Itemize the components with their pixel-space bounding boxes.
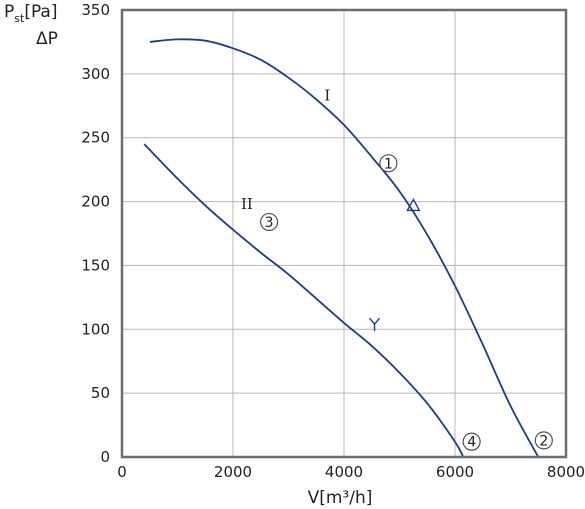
curve-layer [143, 38, 540, 458]
y-tick-label: 200 [81, 193, 110, 211]
triangle-marker [406, 197, 421, 212]
x-tick-label: 4000 [325, 463, 363, 481]
x-tick-label: 8000 [547, 463, 585, 481]
x-axis-title: V[m³/h] [308, 488, 373, 508]
point-marker-number-2: 2 [539, 433, 548, 449]
y-tick-label: 300 [81, 65, 110, 83]
curve-label-I: I [324, 87, 330, 105]
point-marker-number-4: 4 [467, 435, 476, 451]
y-tick-label: 350 [81, 1, 110, 19]
y-tick-label: 50 [91, 384, 110, 402]
y-shaped-marker [368, 317, 381, 332]
x-tick-label: 6000 [436, 463, 474, 481]
plot-frame [120, 8, 568, 459]
point-marker-circle-1 [379, 154, 398, 173]
curve-series-2 [143, 143, 465, 458]
y-tick-label: 0 [100, 448, 110, 466]
y-tick-label: 100 [81, 320, 110, 338]
y-tick-labels: 0 50 100 150 200 250 300 350 [81, 1, 110, 466]
x-tick-label: 2000 [214, 463, 252, 481]
x-tick-labels: 0 2000 4000 6000 8000 [117, 463, 585, 481]
y-tick-label: 250 [81, 129, 110, 147]
point-marker-number-3: 3 [265, 215, 274, 231]
point-marker-circle-4 [462, 432, 481, 451]
point-marker-circle-2 [534, 431, 553, 450]
curve-label-II: II [241, 195, 253, 213]
point-marker-number-1: 1 [384, 156, 393, 172]
curve-series-1 [149, 38, 540, 458]
grid-lines [122, 10, 566, 457]
x-tick-label: 0 [117, 463, 127, 481]
y-axis-unit: [Pa] [24, 2, 57, 22]
point-marker-circle-3 [260, 212, 279, 232]
y-axis-symbol: P [4, 2, 14, 22]
y-axis-subscript: st [14, 12, 25, 25]
y-axis-title: Pst[Pa] [4, 2, 57, 25]
y-tick-label: 150 [81, 256, 110, 274]
y-axis-title-line2: ΔP [36, 29, 58, 49]
